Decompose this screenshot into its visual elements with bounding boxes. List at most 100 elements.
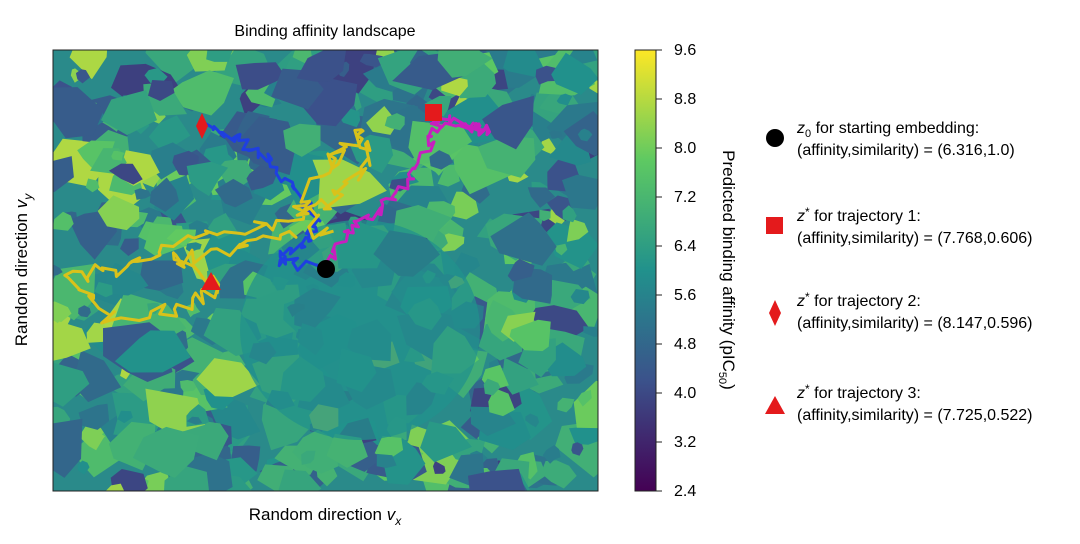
landscape-patch [528,305,589,348]
landscape-patch [490,212,557,266]
trajectory-2-marker [196,113,208,139]
landscape-patch [503,50,546,77]
landscape-patch [79,424,108,451]
landscape-patch [525,413,540,428]
colorbar-tick-label: 6.4 [674,238,696,255]
y-axis-label-text: Random direction [12,213,31,346]
colorbar-ticks: 9.6 8.8 8.0 7.2 6.4 5.6 4.8 4.0 3.2 2.4 [656,42,696,500]
landscape-patch [577,128,593,142]
landscape-patch [77,460,90,475]
legend-entry-3-sup: * [805,382,810,396]
landscape-patch [77,140,115,169]
start-embedding-marker [317,260,335,278]
legend-entry-2-label: z* for trajectory 2: [796,290,921,310]
colorbar-label-sub: 50 [716,372,728,384]
plot-frame [52,49,599,492]
legend-entry-3-detail: (affinity,similarity) = (7.725,0.522) [797,407,1033,424]
legend-entry-1-sup: * [805,205,810,219]
legend-entry-3-var: z [796,385,805,402]
legend-triangle-icon [765,396,785,414]
landscape-patch [500,311,536,342]
landscape-patch [433,461,446,474]
trajectory-1-line [320,109,491,275]
colorbar-tick-label: 4.0 [674,385,696,402]
landscape-patch [53,321,91,361]
legend-entry-2-var: z [796,293,805,310]
landscape-patch [185,242,202,253]
landscape-patch [53,211,74,231]
colorbar-tick-label: 8.8 [674,91,696,108]
legend-entry-3-label: z* for trajectory 3: [796,382,921,402]
y-axis-var: v [12,198,31,208]
landscape-patch [482,95,534,150]
x-axis-var: v [387,505,397,524]
landscape-patch [97,195,140,231]
heatmap-area [53,50,598,491]
colorbar-tick-label: 8.0 [674,140,696,157]
legend-entry-1-var: z [796,208,805,225]
landscape-patch [326,433,368,468]
landscape-patch [562,205,577,223]
landscape-patch [540,460,577,489]
landscape-patch [384,113,405,131]
colorbar-tick-label: 9.6 [674,42,696,59]
landscape-patch [551,52,598,95]
landscape-patch [483,378,501,396]
x-axis-sub: x [394,514,402,528]
landscape-patch [186,416,203,425]
landscape-patch [53,301,72,324]
landscape-patch [217,160,255,189]
landscape-patch [75,69,91,84]
trajectory-1-marker [425,104,442,121]
landscape-patch [477,136,536,178]
legend-entry-0-text: for starting embedding: [811,120,979,137]
trajectory-3-marker [201,272,221,290]
landscape-patches [53,50,598,491]
legend-entry-0-var: z [796,120,805,137]
legend-entry-2-text: for trajectory 2: [810,293,921,310]
landscape-patch [429,150,454,170]
landscape-patch [573,380,598,429]
landscape-patch [85,178,100,193]
landscape-patch [132,426,200,478]
landscape-patch [134,188,151,200]
colorbar-tick-label: 5.6 [674,287,696,304]
landscape-patch [53,362,90,407]
landscape-patch [571,442,584,456]
landscape-patch [554,243,568,256]
landscape-patch [138,260,184,291]
landscape-patch [120,238,139,256]
colorbar-label-end: ) [719,384,738,390]
landscape-patch [246,162,279,191]
landscape-patch [468,468,525,491]
landscape-patch [557,397,575,413]
landscape-patch [577,389,592,407]
landscape-patch [570,289,590,305]
landscape-patch [236,116,297,176]
landscape-patch [149,142,190,180]
colorbar-label: Predicted binding affinity (pIC50) [716,150,738,390]
landscape-patch [117,410,133,424]
landscape-patch [283,123,321,157]
landscape-patch [376,453,397,468]
landscape-patch [78,403,110,430]
landscape-patch [53,418,83,478]
landscape-patch [539,209,551,222]
landscape-patch [214,178,253,208]
colorbar-tick-label: 4.8 [674,336,696,353]
landscape-patch [206,50,233,62]
landscape-patch [488,388,515,417]
landscape-patch [53,156,74,193]
landscape-patch [196,358,260,397]
legend-circle-icon [766,129,784,147]
landscape-patch [180,380,199,392]
legend-entry-0-label: z0 for starting embedding: [796,120,979,140]
y-axis-label: Random direction vy [12,193,35,346]
landscape-patch [71,434,122,478]
landscape-patch [583,326,598,337]
landscape-patch [235,62,287,90]
legend: z0 for starting embedding: (affinity,sim… [765,120,1033,424]
colorbar-label-text: Predicted binding affinity (pIC [719,150,738,372]
landscape-basin [240,220,480,440]
